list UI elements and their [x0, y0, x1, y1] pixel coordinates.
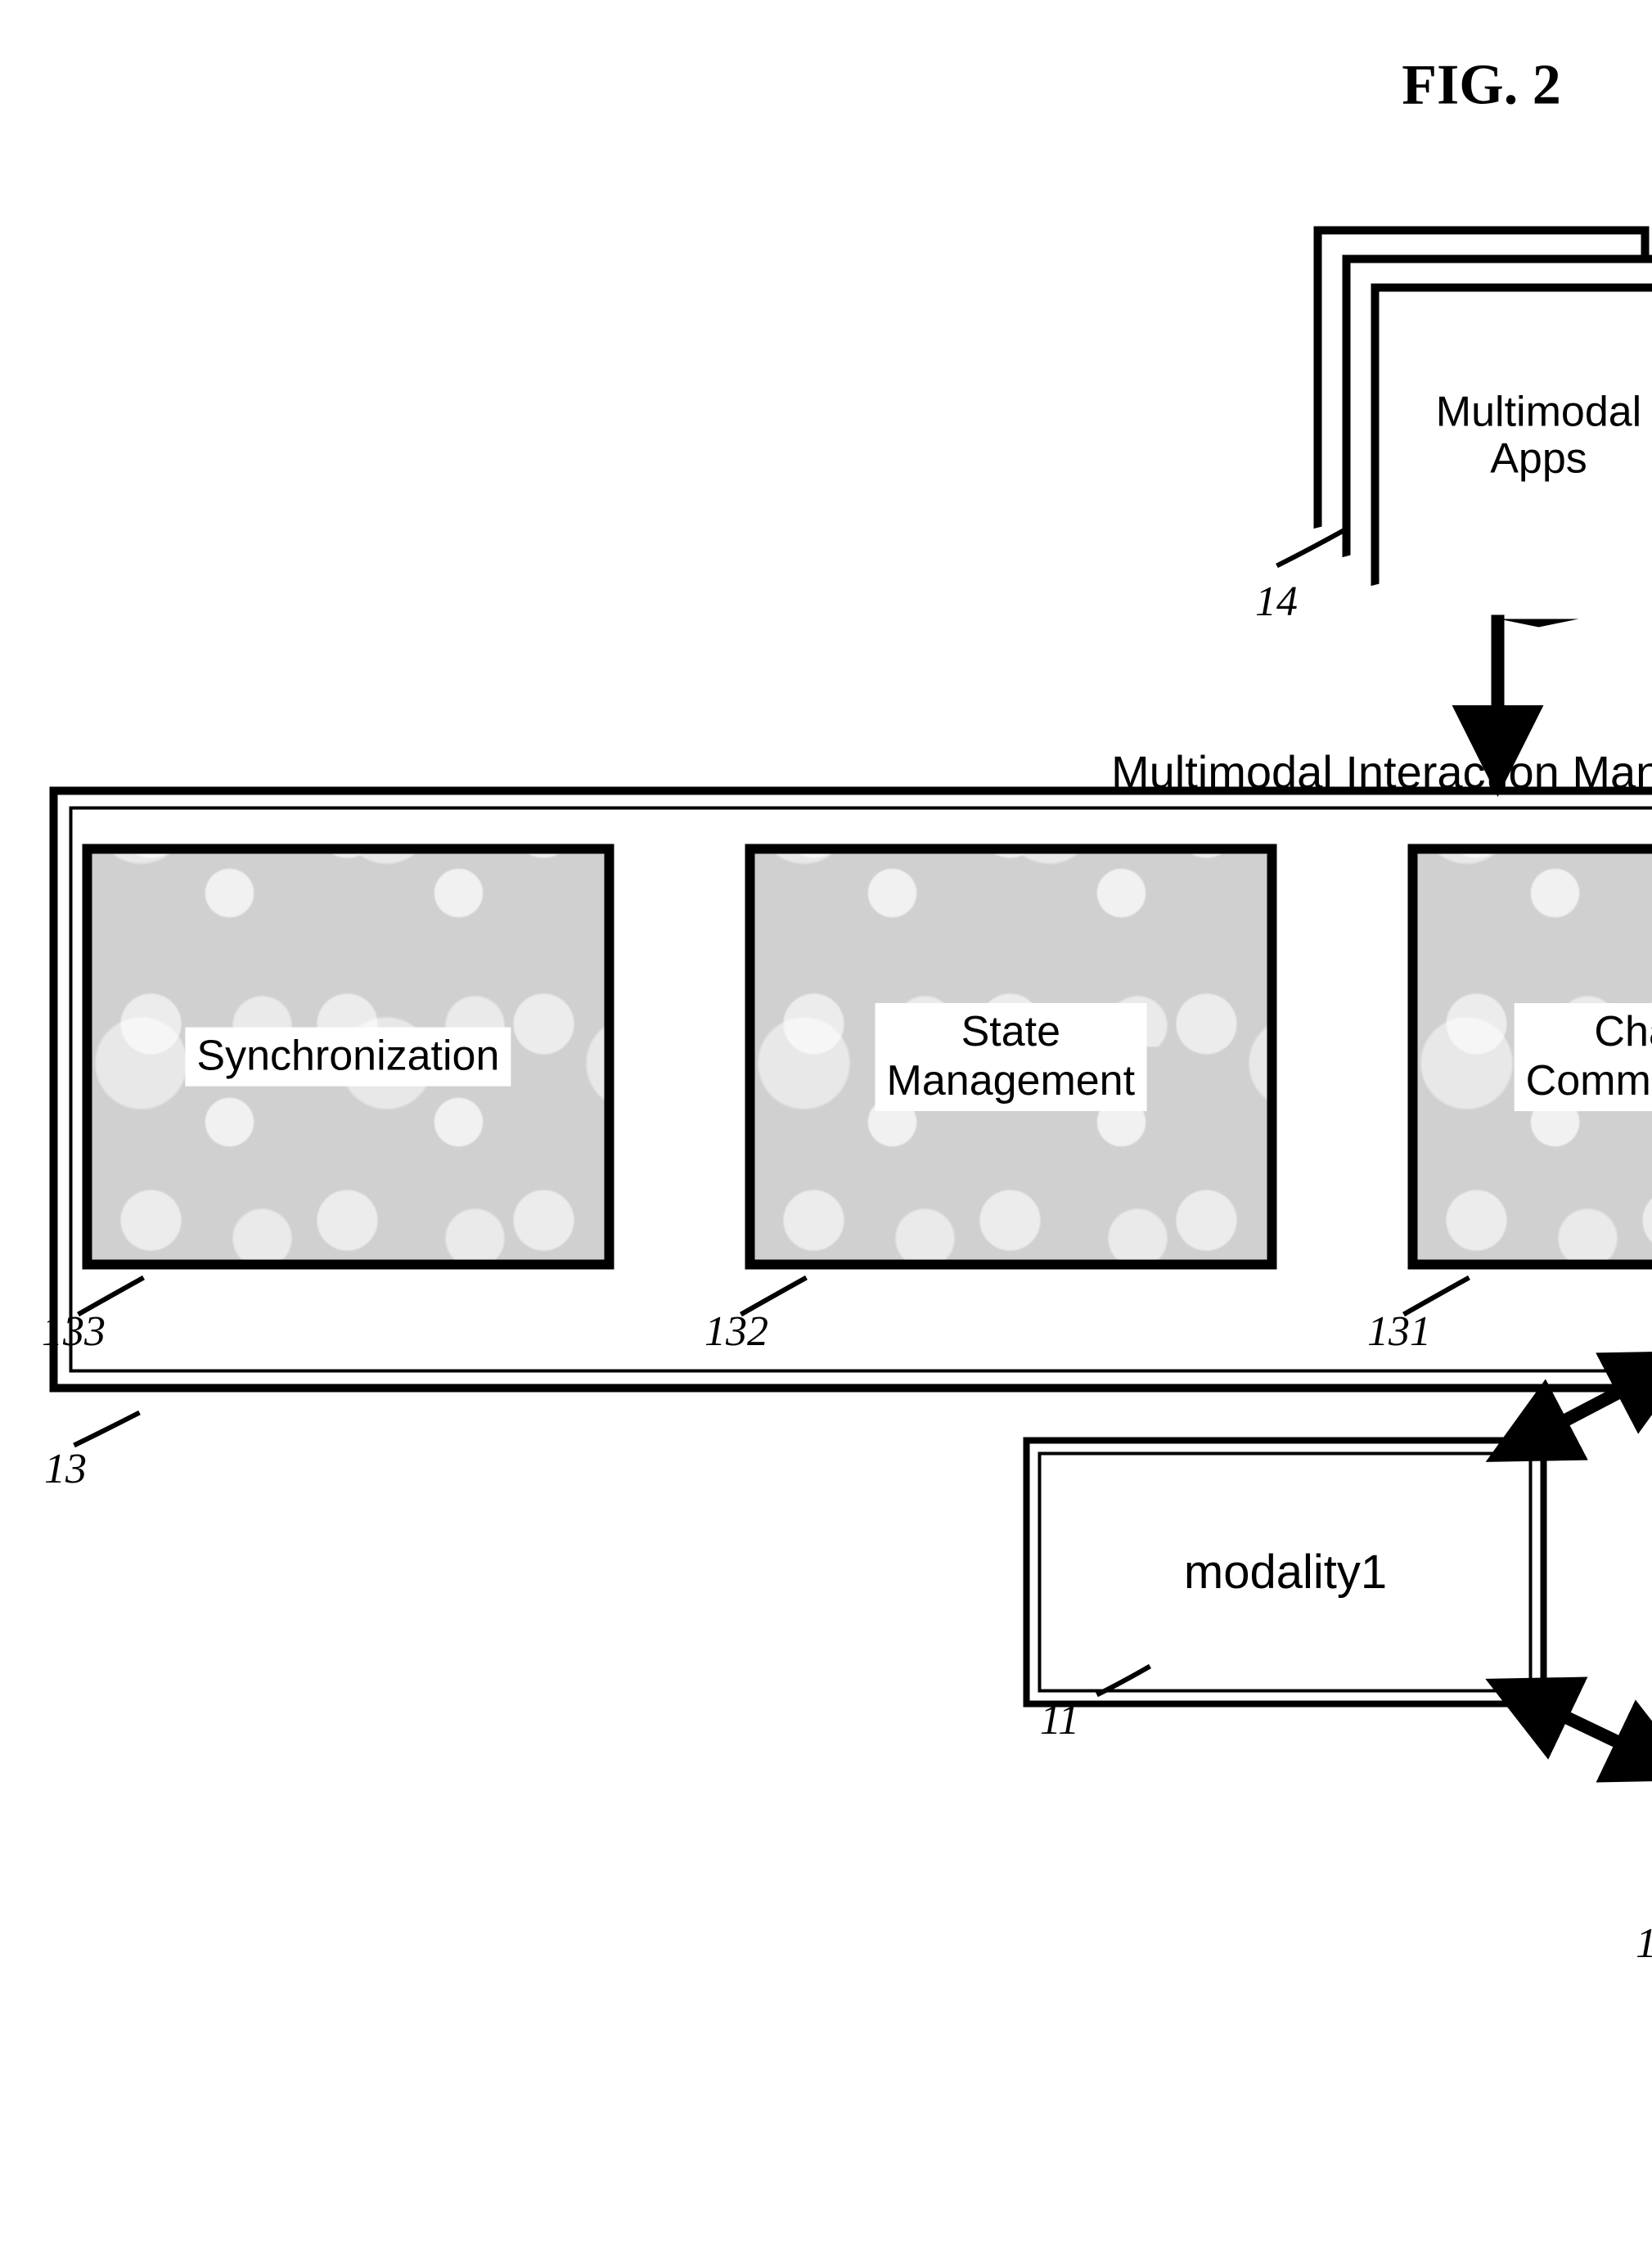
manager-title: Multimodal Interaction Manager — [1111, 745, 1652, 799]
figure-caption: FIG. 2 — [1402, 52, 1560, 118]
module-channel-label: Channel Communication — [1514, 1002, 1652, 1110]
ref-apps: 14 — [1255, 578, 1298, 626]
module-channel: Channel Communication — [1407, 844, 1652, 1269]
module-sync: Synchronization — [82, 844, 614, 1269]
module-state: State Management — [745, 844, 1276, 1269]
ref-sync: 133 — [42, 1307, 106, 1356]
module-sync-label: Synchronization — [185, 1027, 511, 1086]
modality1-label: modality1 — [1183, 1545, 1386, 1600]
ref-state: 132 — [704, 1307, 768, 1356]
apps-stack: Multimodal Apps — [1309, 214, 1652, 623]
ref-mgr: 13 — [44, 1445, 87, 1493]
ref-m1: 11 — [1039, 1695, 1078, 1744]
ref-user: 10 — [1636, 1919, 1652, 1968]
modality1-box: modality1 — [1023, 1437, 1546, 1707]
apps-label: Multimodal Apps — [1435, 389, 1641, 482]
module-state-label: State Management — [875, 1002, 1146, 1110]
ref-chan: 131 — [1367, 1307, 1431, 1356]
